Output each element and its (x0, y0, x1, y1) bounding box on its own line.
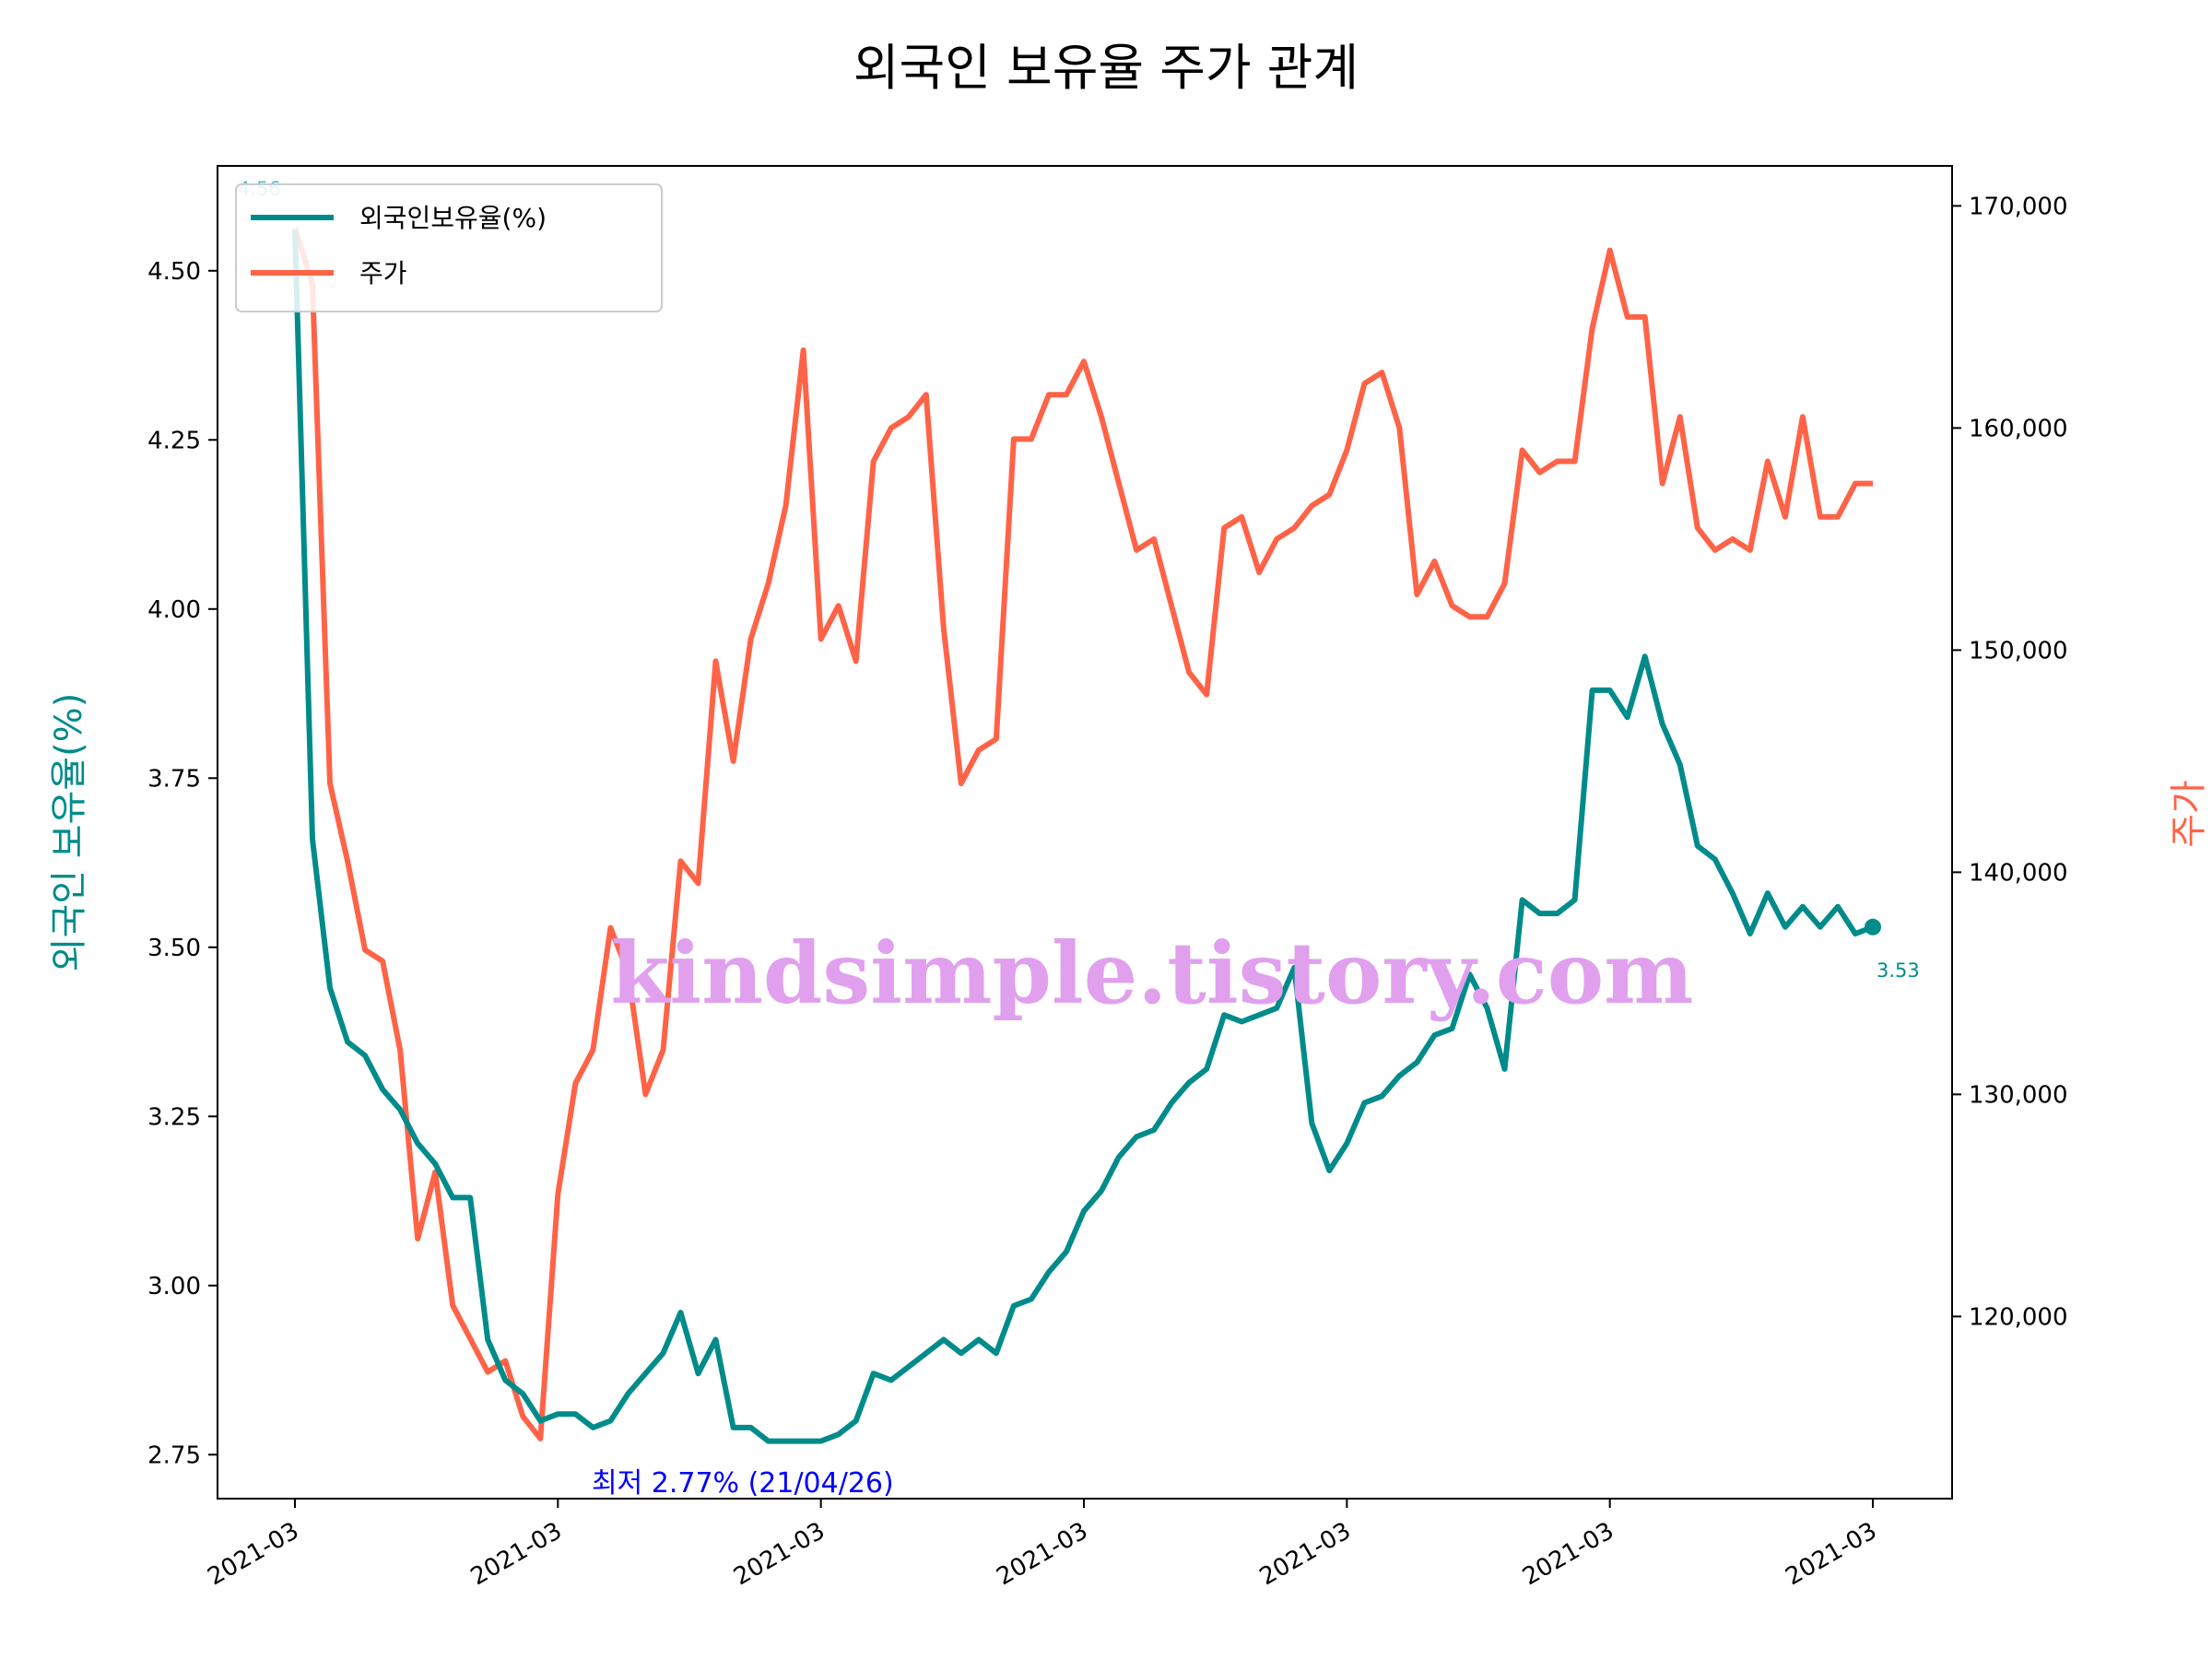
x-tick-label: 2021-03 (992, 1517, 1092, 1591)
plot-area (292, 227, 1875, 1444)
y-axis-right-title-group: 주가 (2168, 780, 2210, 848)
y-left-tick-label: 3.50 (147, 935, 201, 962)
y-left-tick-label: 3.25 (147, 1103, 201, 1131)
x-tick-label: 2021-03 (1781, 1517, 1881, 1591)
y-axis-left-title: 외국인 보유율(%) (48, 693, 90, 972)
y-left-tick-label: 2.75 (147, 1441, 201, 1469)
y-right-tick-label: 150,000 (1969, 637, 2068, 665)
x-tick-label: 2021-03 (1255, 1517, 1356, 1591)
x-tick-label: 2021-03 (1518, 1517, 1618, 1591)
y-right-tick-label: 120,000 (1969, 1303, 2068, 1331)
legend-box (235, 183, 663, 312)
y-right-tick-label: 160,000 (1969, 415, 2068, 442)
y-left-tick-label: 3.75 (147, 765, 201, 793)
y-right-tick-label: 140,000 (1969, 859, 2068, 887)
chart-title: 외국인 보유율 주가 관계 (853, 39, 1359, 97)
y-right-tick-label: 130,000 (1969, 1081, 2068, 1109)
legend-label: 주가 (359, 258, 407, 288)
y-axis-right-title: 주가 (2168, 780, 2210, 848)
end-value-label: 3.53 (1877, 959, 1920, 982)
x-tick-label: 2021-03 (203, 1517, 303, 1591)
x-tick-label: 2021-03 (466, 1517, 567, 1591)
y-axis-left-title-group: 외국인 보유율(%) (48, 693, 90, 972)
x-tick-label: 2021-03 (729, 1517, 830, 1591)
y-left-tick-label: 4.00 (147, 596, 201, 624)
legend-label: 외국인보유율(%) (359, 203, 547, 233)
plot-frame (217, 165, 1953, 1500)
min-value-label: 최저 2.77% (21/04/26) (592, 1467, 894, 1500)
y-left-tick-label: 4.25 (147, 427, 201, 454)
axis-ticks: 2.75 3.00 3.25 3.50 3.75 4.00 4.25 4.50 120,000 1… (147, 193, 2067, 1591)
legend: 외국인보유율(%) 주가 (235, 183, 663, 312)
series-line-ownership (292, 229, 1875, 1444)
y-right-tick-label: 170,000 (1969, 193, 2068, 220)
series-line-price (292, 227, 1873, 1441)
end-point-marker (1865, 918, 1881, 935)
watermark: kindsimple.tistory.com (610, 924, 1693, 1023)
y-left-tick-label: 3.00 (147, 1273, 201, 1300)
y-left-tick-label: 4.50 (147, 258, 201, 286)
annotations: 3.534.56최저 2.77% (21/04/26) (238, 178, 1920, 1500)
series-lines (292, 227, 1875, 1444)
